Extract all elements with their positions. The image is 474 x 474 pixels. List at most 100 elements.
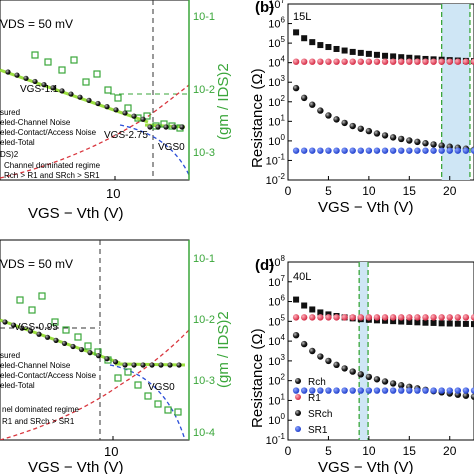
paneld-srch-point	[325, 357, 332, 365]
panel-d-background	[358, 262, 369, 440]
panel-d-label: (d)	[255, 257, 274, 274]
panel-a-markers	[5, 51, 185, 132]
panel-a-measured-point	[14, 72, 20, 78]
panel-c-measured-point	[140, 362, 146, 368]
panel-a-right-tick-1: 10-1	[193, 11, 215, 23]
panel-a-measured-point	[147, 124, 153, 130]
panel-a-plot	[0, 0, 189, 180]
paneld-x-tick-label: 0	[285, 444, 292, 458]
paneld-srch-point	[357, 371, 364, 378]
paneld-r1-point	[325, 314, 332, 321]
panel-d-y-ticks: 108 107 106 105 104 103 102 101 100 10-1	[266, 254, 292, 447]
panelb-y-tick-label: 10-2	[266, 172, 286, 187]
panel-a-gm-point	[31, 51, 39, 59]
panel-b: (b) 107 106 105 104 103 102 101 100 10-1 10-2 0 5 1…	[249, 0, 474, 216]
panelb-x-tick-label: 5	[325, 184, 332, 198]
panel-a-measured-point	[41, 82, 47, 88]
paneld-sr1-point	[398, 387, 405, 394]
panelb-srch-point	[292, 84, 300, 92]
panel-c-legend: sured eled-Channel Noise eled-Contact/Ac…	[0, 351, 97, 390]
paneld-r1-point	[454, 314, 462, 321]
panelb-r1-point	[365, 58, 373, 65]
panel-d-legend-rch-marker	[295, 378, 301, 384]
paneld-r1-point	[373, 314, 381, 321]
paneld-r1-point	[462, 314, 470, 321]
panelb-y-tick-label: 100	[268, 133, 285, 148]
panel-c-x-tick-label: 10	[104, 444, 118, 459]
panelb-srch-point	[357, 125, 364, 132]
panel-a-annot-3: VGS0	[158, 142, 185, 153]
paneld-r1-point	[300, 314, 308, 321]
paneld-r1-point	[446, 314, 453, 321]
panelb-y-tick-label: 102	[268, 94, 285, 109]
paneld-r1-point	[414, 314, 421, 321]
panelb-sr1-point	[333, 147, 340, 154]
paneld-y-tick-label: 108	[268, 254, 285, 269]
panelb-srch-point	[317, 107, 324, 114]
panelb-rch-point	[406, 54, 413, 61]
panel-a-measured-point	[140, 116, 146, 122]
paneld-srch-point	[317, 353, 324, 360]
panelb-sr1-point	[309, 147, 316, 154]
panel-d-x-ticks: 0 5 10 15 20	[285, 436, 457, 458]
paneld-srch-point	[470, 393, 474, 400]
panelb-srch-point	[398, 135, 405, 143]
panel-b-frame	[287, 3, 474, 181]
panel-c-gm-point	[154, 400, 162, 408]
panel-c-measured-point	[53, 337, 59, 343]
paneld-srch-point	[398, 382, 405, 389]
paneld-y-tick-label: 106	[268, 294, 285, 309]
panel-d-legend-sr1: SR1	[308, 425, 328, 436]
panelb-r1-point	[430, 58, 437, 65]
panel-a-legend-3: eled-Contact/Access Noise	[0, 128, 97, 137]
panel-c-legend-1: sured	[0, 351, 20, 360]
paneld-y-tick-label: 104	[268, 333, 285, 348]
panel-a-measured-point	[171, 124, 177, 130]
paneld-sr1-point	[462, 387, 470, 394]
panel-c-measured-point	[70, 343, 76, 350]
panel-c-measured-point	[104, 356, 110, 362]
panel-a-right-axis-label: (gm / IDS)2	[215, 63, 232, 140]
panelb-r1-point	[325, 58, 332, 65]
panel-a-gm-point	[143, 112, 151, 120]
paneld-rch-point	[454, 320, 461, 327]
panel-a-measured-point	[131, 113, 137, 119]
panel-c-gm-point	[174, 408, 182, 416]
panelb-rch-point	[365, 50, 372, 57]
paneld-y-tick-label: 105	[268, 313, 285, 328]
paneld-r1-point	[349, 314, 356, 321]
panelb-sr1-point	[317, 147, 324, 154]
paneld-r1-point	[381, 314, 389, 321]
panelb-rch-point	[414, 55, 421, 62]
panelb-sr1-point	[292, 147, 300, 154]
panel-a-measured-point	[68, 91, 74, 97]
panel-a-gm-point	[44, 58, 52, 66]
paneld-srch-point	[300, 340, 308, 348]
paneld-sr1-point	[470, 387, 474, 394]
paneld-r1-point	[389, 314, 397, 321]
paneld-sr1-point	[430, 387, 437, 394]
paneld-rch-point	[382, 317, 389, 324]
panelb-srch-point	[341, 119, 348, 127]
paneld-sr1-point	[438, 387, 445, 394]
paneld-sr1-point	[414, 387, 421, 394]
panelb-r1-point	[462, 58, 470, 65]
panelb-y-tick-label: 101	[268, 113, 285, 128]
panel-c-measured-point	[44, 334, 51, 340]
panel-a-gm-point	[114, 94, 122, 102]
panel-a-measured-point	[163, 124, 169, 130]
paneld-r1-point	[422, 314, 429, 321]
panelb-srch-point	[389, 134, 397, 141]
panelb-rch-point	[382, 52, 389, 59]
panelb-rch-point	[357, 49, 364, 56]
panelb-y-tick-label: 10-1	[266, 152, 286, 167]
panelb-rch-point	[341, 47, 348, 54]
panel-d-legend-srch: SRch	[308, 409, 332, 420]
panel-a-measured-point	[23, 75, 29, 81]
panelb-sr1-point	[454, 147, 462, 154]
paneld-sr1-point	[333, 387, 340, 394]
panel-c-measured-point	[112, 359, 119, 365]
paneld-rch-point	[414, 319, 421, 326]
panelb-y-tick-label: 106	[268, 16, 285, 31]
paneld-srch-point	[341, 365, 348, 372]
